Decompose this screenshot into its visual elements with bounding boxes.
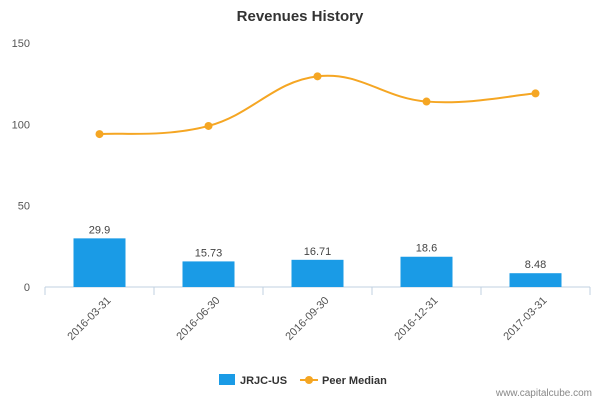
bar[interactable] <box>291 259 344 287</box>
legend-swatch-peer-marker <box>305 376 313 384</box>
y-tick-label: 0 <box>24 282 30 294</box>
line-series <box>95 72 540 139</box>
x-tick-label: 2016-06-30 <box>174 295 222 343</box>
line-point[interactable] <box>531 89 540 98</box>
line-point[interactable] <box>313 72 322 81</box>
line-point[interactable] <box>422 97 431 106</box>
bar-data-label: 15.73 <box>195 247 223 259</box>
line-point[interactable] <box>204 121 213 130</box>
y-tick-label: 150 <box>12 38 30 50</box>
bar-data-label: 16.71 <box>304 246 332 258</box>
peer-median-line <box>99 74 536 136</box>
bar-data-label: 29.9 <box>89 224 110 236</box>
y-axis: 0 50 100 150 <box>12 38 30 294</box>
legend: JRJC-US Peer Median <box>219 374 387 387</box>
bar-series: 29.9 15.73 16.71 18.6 8.48 <box>73 224 562 287</box>
bar[interactable] <box>509 273 562 287</box>
watermark: www.capitalcube.com <box>495 388 592 399</box>
bar-data-label: 8.48 <box>525 259 546 271</box>
x-axis: 2016-03-31 2016-06-30 2016-09-30 2016-12-31… <box>44 286 591 343</box>
line-point[interactable] <box>95 130 104 139</box>
legend-label-peer-median[interactable]: Peer Median <box>322 375 387 387</box>
x-tick-label: 2016-12-31 <box>392 295 440 343</box>
legend-swatch-jrjc <box>219 374 235 385</box>
x-tick-label: 2016-09-30 <box>283 295 331 343</box>
y-tick-label: 100 <box>12 119 30 131</box>
bar[interactable] <box>73 238 126 287</box>
x-tick-label: 2016-03-31 <box>65 295 113 343</box>
y-tick-label: 50 <box>18 201 30 213</box>
x-tick-label: 2017-03-31 <box>501 295 549 343</box>
chart-title: Revenues History <box>237 8 364 25</box>
bar[interactable] <box>182 261 235 287</box>
bar-data-label: 18.6 <box>416 243 437 255</box>
bar[interactable] <box>400 256 453 287</box>
legend-label-jrjc[interactable]: JRJC-US <box>240 375 287 387</box>
